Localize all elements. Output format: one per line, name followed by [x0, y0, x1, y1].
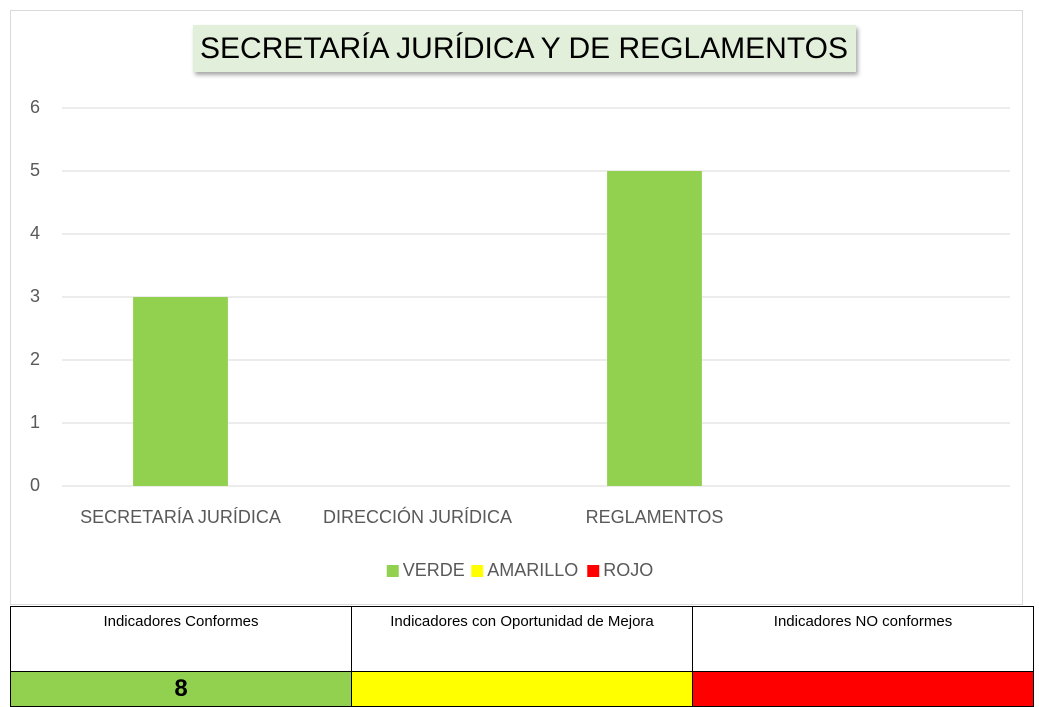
y-tick-label: 0: [30, 475, 40, 495]
legend-swatch: [587, 565, 600, 577]
value-cell: 8: [10, 671, 352, 707]
y-tick-label: 3: [30, 286, 40, 306]
y-tick-label: 1: [30, 412, 40, 432]
value-cell: [351, 671, 693, 707]
legend-label: VERDE: [403, 560, 465, 580]
legend-swatch: [471, 565, 484, 577]
chart-title: SECRETARÍA JURÍDICA Y DE REGLAMENTOS: [200, 32, 848, 65]
y-tick-label: 4: [30, 223, 40, 243]
header-cell: Indicadores Conformes: [10, 606, 352, 672]
y-tick-label: 6: [30, 97, 40, 117]
labels: 0 1 2 3 4 5 6 SECRETARÍA JURÍDICA DIRECCIÓN JURÍ…: [30, 97, 723, 580]
bars: [133, 171, 702, 486]
x-tick-label: DIRECCIÓN JURÍDICA: [323, 506, 512, 527]
header-row: Indicadores Conformes Indicadores con Op…: [10, 606, 1034, 672]
header-cell: Indicadores NO conformes: [692, 606, 1034, 672]
value-cell: [692, 671, 1034, 707]
legend-label: AMARILLO: [487, 560, 578, 580]
y-tick-label: 5: [30, 160, 40, 180]
legend-label: ROJO: [603, 560, 653, 580]
title-box: [193, 25, 856, 72]
bar: [133, 297, 228, 486]
x-tick-label: REGLAMENTOS: [586, 507, 724, 527]
legend-swatch: [386, 565, 399, 577]
y-tick-label: 2: [30, 349, 40, 369]
summary-table: Indicadores Conformes Indicadores con Op…: [10, 606, 1034, 707]
bar: [607, 171, 702, 486]
x-tick-label: SECRETARÍA JURÍDICA: [80, 507, 281, 527]
chart: SECRETARÍA JURÍDICA Y DE REGLAMENTOS 0 1 2…: [10, 10, 1023, 605]
value-row: 8: [10, 671, 1034, 707]
header-cell: Indicadores con Oportunidad de Mejora: [351, 606, 693, 672]
